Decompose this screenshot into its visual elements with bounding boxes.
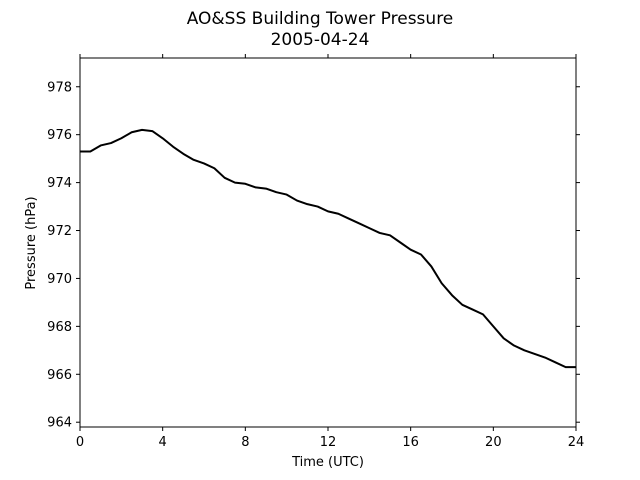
x-tick-label-5: 20	[485, 435, 502, 450]
plot-area: 0 4 8 12 16 20 24 964 966 968 970 972 974 976 978	[47, 54, 584, 450]
y-tick-label-7: 978	[47, 80, 72, 95]
y-axis-label: Pressure (hPa)	[24, 196, 39, 289]
x-axis-label: Time (UTC)	[291, 455, 364, 470]
x-tick-label-4: 16	[402, 435, 419, 450]
chart-title: AO&SS Building Tower Pressure	[187, 9, 454, 29]
y-tick-label-0: 964	[47, 416, 72, 431]
y-tick-label-1: 966	[47, 368, 72, 383]
y-tick-label-6: 976	[47, 128, 72, 143]
y-tick-label-3: 970	[47, 272, 72, 287]
x-tick-label-3: 12	[320, 435, 337, 450]
y-tick-label-5: 974	[47, 176, 72, 191]
y-tick-label-4: 972	[47, 224, 72, 239]
x-tick-label-6: 24	[568, 435, 585, 450]
x-tick-label-2: 8	[241, 435, 249, 450]
chart-subtitle: 2005-04-24	[271, 30, 370, 50]
y-tick-label-2: 968	[47, 320, 72, 335]
x-tick-label-0: 0	[76, 435, 84, 450]
x-tick-label-1: 4	[159, 435, 167, 450]
series-line-0	[80, 128, 576, 369]
